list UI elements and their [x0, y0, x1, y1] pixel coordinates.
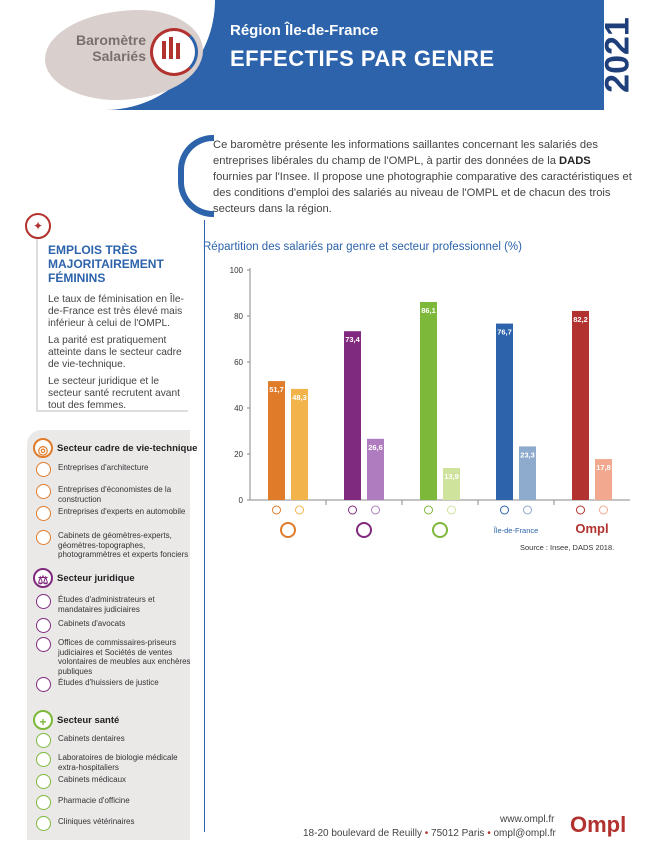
lightbulb-icon: ✦	[25, 213, 51, 239]
column-divider	[204, 220, 205, 832]
activity-item: Entreprises d'économistes de la construc…	[58, 485, 172, 504]
y-tick-label: 100	[230, 266, 244, 275]
gender-icon	[523, 505, 532, 515]
activity-icon	[36, 618, 51, 633]
category-label: Ompl	[575, 521, 608, 536]
data-label: 48,3	[292, 393, 307, 402]
sector-icon	[432, 522, 448, 538]
data-label: 23,3	[520, 450, 535, 459]
activity-item: Laboratoires de biologie médicale extra-…	[58, 753, 178, 772]
gender-icon	[424, 505, 433, 515]
intro-text: Ce baromètre présente les informations s…	[213, 139, 632, 215]
key-findings-box	[36, 224, 188, 412]
plus-icon: +	[33, 710, 53, 730]
activity-icon	[36, 677, 51, 692]
footer-email[interactable]: ompl@ompl.fr	[493, 828, 556, 839]
key-findings-text: Le taux de féminisation en Île-de-France…	[48, 294, 188, 417]
activity-item: Études d'huissiers de justice	[58, 678, 159, 687]
category-label: Île-de-France	[493, 526, 539, 535]
region-title: Région Île-de-France	[230, 22, 379, 39]
gender-icon	[447, 505, 456, 515]
gender-icon	[500, 505, 509, 515]
y-tick-label: 40	[234, 404, 243, 413]
activity-icon	[36, 816, 51, 831]
bar	[572, 310, 589, 500]
sector-icon	[280, 522, 296, 538]
activity-item: Cabinets d'avocats	[58, 619, 126, 628]
footer-website[interactable]: www.ompl.fr	[500, 814, 555, 825]
bar	[595, 459, 612, 500]
bar	[344, 331, 361, 500]
key-findings-title: EMPLOIS TRÈS MAJORITAIREMENT FÉMININS	[48, 243, 164, 285]
activity-icon	[36, 752, 51, 767]
bar	[420, 301, 437, 500]
activity-item: Études d'administrateurs et mandataires …	[58, 595, 155, 614]
activity-item: Entreprises d'experts en automobile	[58, 507, 186, 516]
sector-icon	[356, 522, 372, 538]
data-label: 76,7	[497, 328, 512, 337]
y-tick-label: 0	[239, 496, 244, 505]
sector-group-label: Secteur cadre de vie-technique	[57, 443, 198, 454]
activity-item: Pharmacie d'officine	[58, 796, 130, 805]
bar	[268, 381, 285, 500]
gender-icon	[599, 505, 608, 515]
key-finding-3: Le secteur juridique et le secteur santé…	[48, 376, 180, 411]
bar	[291, 388, 308, 500]
activity-icon	[36, 733, 51, 748]
data-label: 26,6	[368, 443, 383, 452]
data-label: 13,9	[444, 472, 459, 481]
chart-source: Source : Insee, DADS 2018.	[520, 543, 615, 552]
activity-icon	[36, 506, 51, 521]
bar	[496, 323, 513, 500]
ompl-logo: Ompl	[570, 812, 627, 837]
compass-icon: ◎	[33, 438, 53, 458]
activity-item: Cabinets dentaires	[58, 734, 125, 743]
bar-chart-icon	[150, 28, 198, 76]
bar	[519, 446, 536, 500]
activity-item: Entreprises d'architecture	[58, 463, 149, 472]
bar-chart: 0 20 40 60 80 100 51,7 48,3 73,4 26,6 86,1 13,9 76,7…	[230, 266, 630, 538]
activity-icon	[36, 594, 51, 609]
activity-item: Offices de commissaires-priseurs judicia…	[58, 638, 191, 676]
y-tick-label: 20	[234, 450, 243, 459]
activity-icon	[36, 530, 51, 545]
gender-icon	[348, 505, 357, 515]
bar	[367, 438, 384, 500]
key-finding-2: La parité est pratiquement atteinte dans…	[48, 335, 182, 370]
y-tick-label: 60	[234, 358, 243, 367]
data-label: 86,1	[421, 306, 436, 315]
gender-icon	[295, 505, 304, 515]
header-year-area	[604, 0, 656, 110]
activity-item: Cabinets de géomètres-experts, géomètres…	[58, 531, 189, 559]
activity-item: Cliniques vétérinaires	[58, 817, 135, 826]
data-label: 17,8	[596, 463, 611, 472]
y-tick-label: 80	[234, 312, 243, 321]
data-label: 73,4	[345, 335, 360, 344]
footer-address: 18-20 boulevard de Reuilly • 75012 Paris…	[303, 828, 556, 839]
scales-icon: ⚖	[33, 568, 53, 588]
activity-icon	[36, 484, 51, 499]
activity-icon	[36, 462, 51, 477]
activity-item: Cabinets médicaux	[58, 775, 127, 784]
chart-title: Répartition des salariés par genre et se…	[203, 241, 522, 253]
gender-icon	[272, 505, 281, 515]
page-title: EFFECTIFS PAR GENRE	[230, 46, 495, 71]
data-label: 82,2	[573, 315, 588, 324]
activity-icon	[36, 795, 51, 810]
activity-icon	[36, 774, 51, 789]
activity-icon	[36, 637, 51, 652]
bar	[443, 468, 460, 500]
sector-sidebar	[27, 430, 190, 840]
key-finding-1: Le taux de féminisation en Île-de-France…	[48, 294, 184, 329]
gender-icon	[576, 505, 585, 515]
sector-group-label: Secteur juridique	[57, 573, 135, 584]
gender-icon	[371, 505, 380, 515]
sector-group-label: Secteur santé	[57, 715, 120, 726]
barometre-badge-label: Baromètre Salariés	[75, 32, 146, 64]
data-label: 51,7	[269, 385, 284, 394]
